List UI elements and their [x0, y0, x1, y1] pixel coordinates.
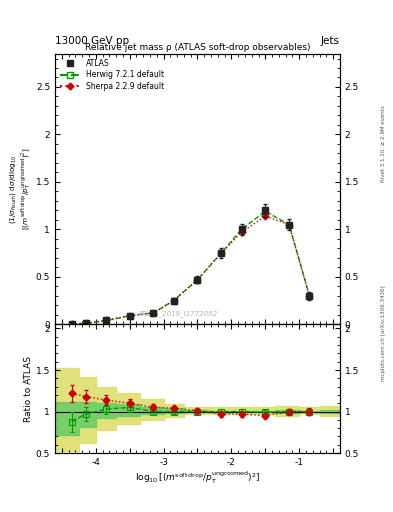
Text: 13000 GeV pp: 13000 GeV pp	[55, 36, 129, 46]
Title: Relative jet mass ρ (ATLAS soft-drop observables): Relative jet mass ρ (ATLAS soft-drop obs…	[85, 42, 310, 52]
Text: Jets: Jets	[321, 36, 340, 46]
Y-axis label: $(1/\sigma_{\rm fisum})$ ${\rm d}\sigma/{\rm d}\log_{10}$
$[(m^{\rm soft\,drop}/: $(1/\sigma_{\rm fisum})$ ${\rm d}\sigma/…	[7, 148, 33, 230]
Legend: ATLAS, Herwig 7.2.1 default, Sherpa 2.2.9 default: ATLAS, Herwig 7.2.1 default, Sherpa 2.2.…	[59, 57, 165, 92]
Y-axis label: Ratio to ATLAS: Ratio to ATLAS	[24, 356, 33, 422]
Text: ATLAS_2019_I1772062: ATLAS_2019_I1772062	[137, 310, 217, 316]
Text: Rivet 3.1.10, ≥ 2.9M events: Rivet 3.1.10, ≥ 2.9M events	[381, 105, 386, 182]
X-axis label: $\log_{10}$[$({m^{\rm soft\,drop}}/{p_{\rm T}^{\rm ungroomed}})^2$]: $\log_{10}$[$({m^{\rm soft\,drop}}/{p_{\…	[135, 470, 260, 486]
Text: mcplots.cern.ch [arXiv:1306.3436]: mcplots.cern.ch [arXiv:1306.3436]	[381, 285, 386, 380]
